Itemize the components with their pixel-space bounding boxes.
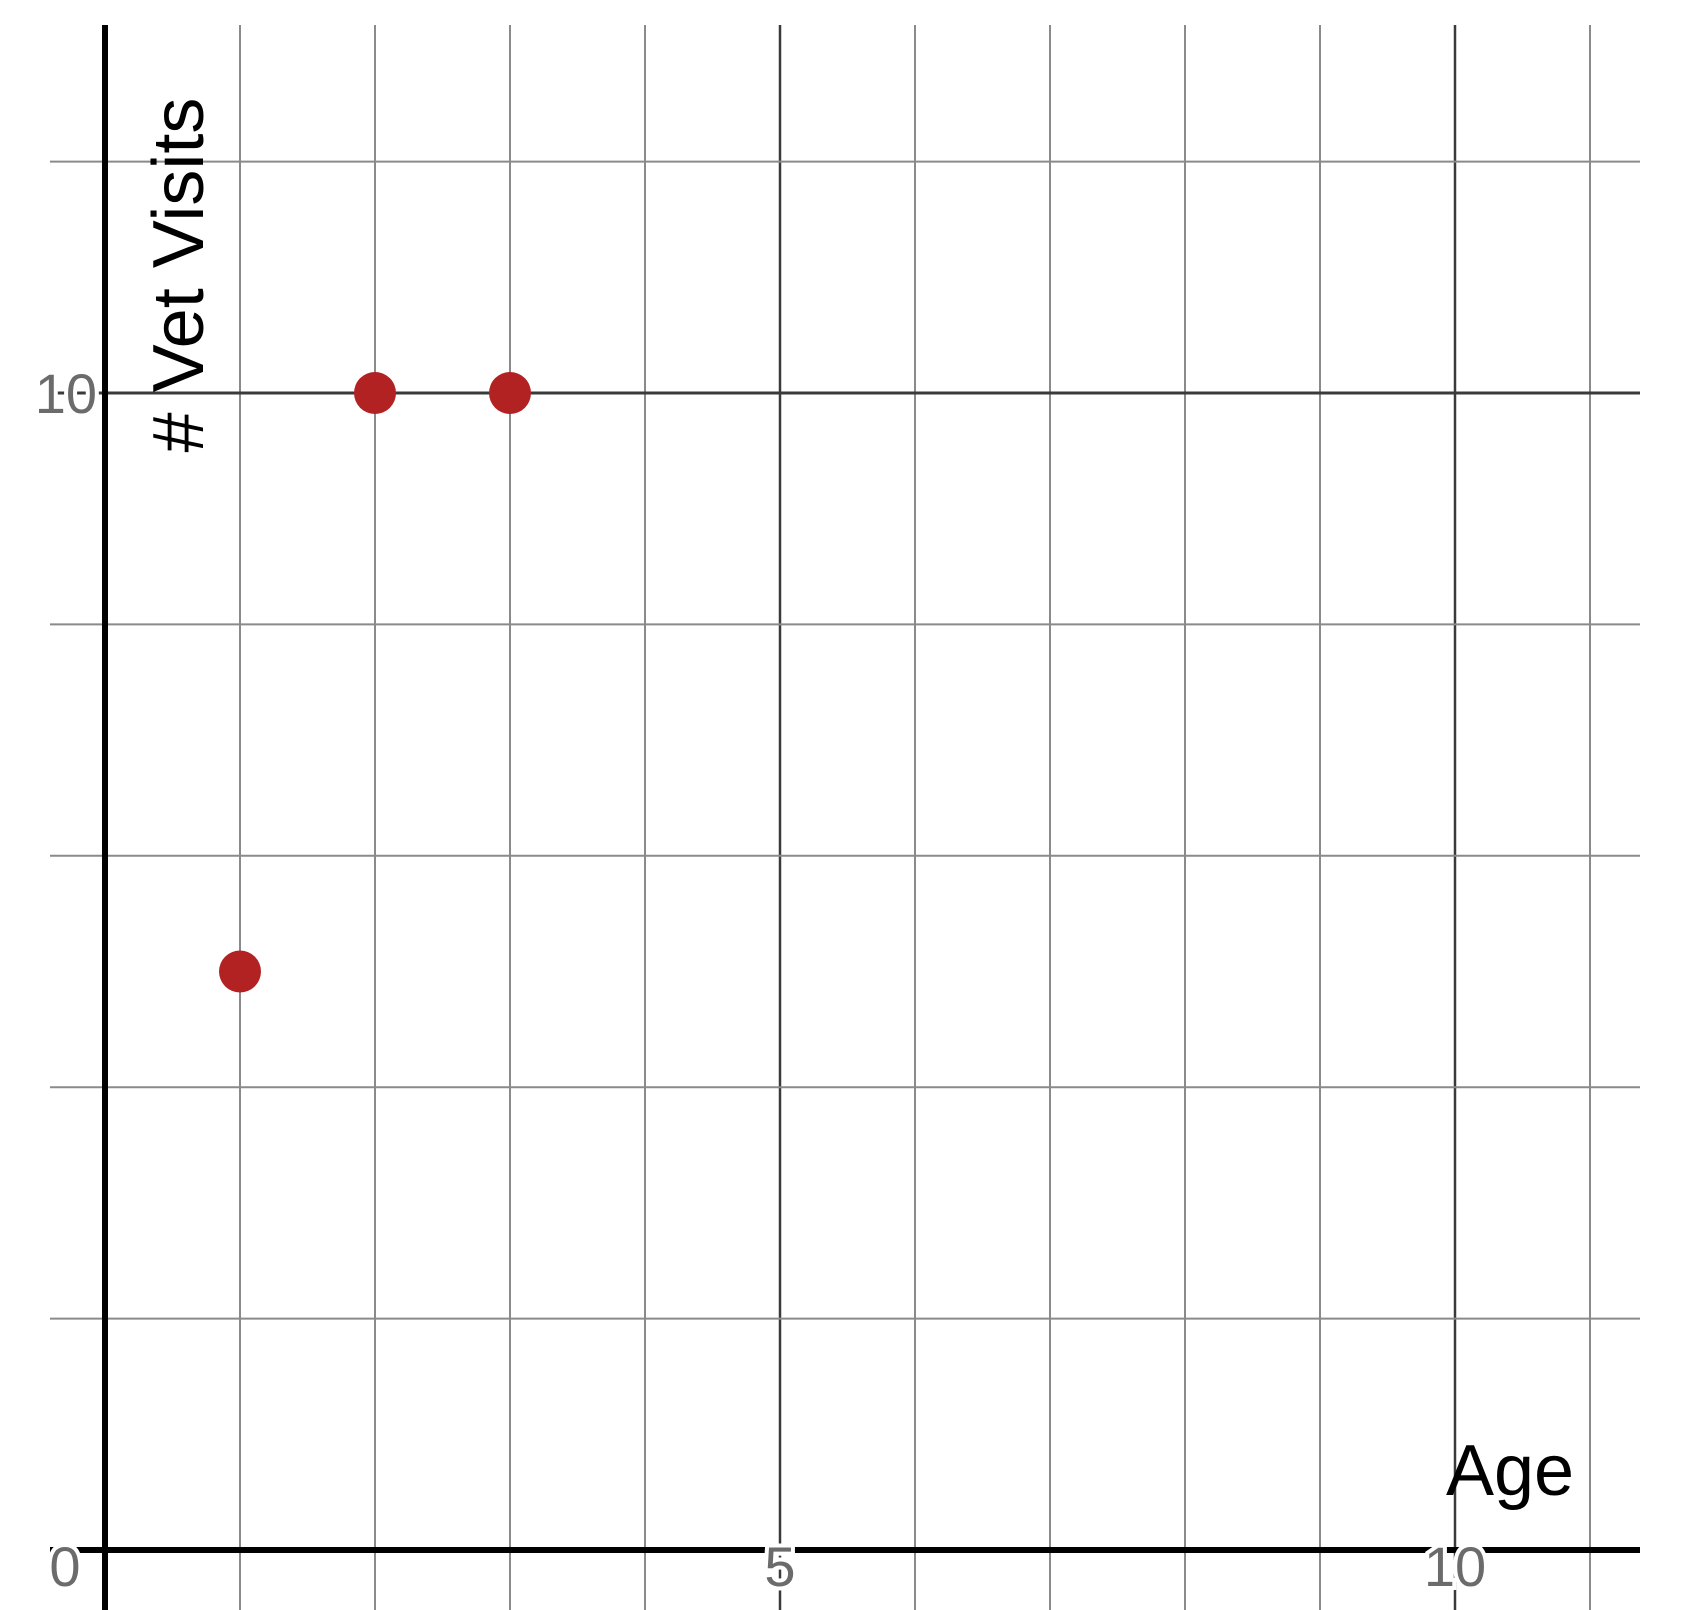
tick-label-layer: 05101020: [31, 358, 1490, 1602]
scatter-point: [354, 372, 396, 414]
points-layer: [219, 372, 531, 993]
x-axis-title: Age: [1446, 1431, 1574, 1511]
axes-layer: [50, 25, 1640, 1610]
y-tick-label: 10: [35, 362, 97, 425]
y-axis-title: # Vet Visits: [139, 98, 219, 453]
grid-layer: [50, 25, 1640, 1610]
x-tick-label: 10: [1424, 1535, 1486, 1598]
x-tick-label: 5: [764, 1535, 795, 1598]
scatter-point: [219, 950, 261, 993]
scatter-point: [489, 372, 531, 414]
x-tick-label: 0: [49, 1535, 80, 1598]
